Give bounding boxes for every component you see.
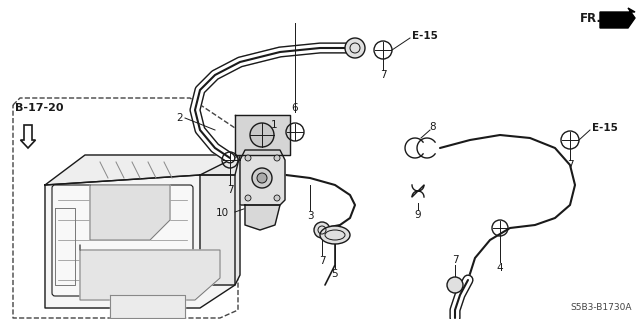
Circle shape <box>257 173 267 183</box>
Text: 9: 9 <box>415 210 421 220</box>
Polygon shape <box>235 115 290 155</box>
Text: 6: 6 <box>292 103 298 113</box>
Polygon shape <box>110 295 185 318</box>
Text: FR.: FR. <box>580 11 602 25</box>
Polygon shape <box>200 155 240 285</box>
Circle shape <box>447 277 463 293</box>
Circle shape <box>250 123 274 147</box>
Text: 1: 1 <box>271 120 277 130</box>
Polygon shape <box>45 155 240 185</box>
Polygon shape <box>90 185 170 240</box>
Text: 7: 7 <box>319 256 325 266</box>
FancyBboxPatch shape <box>52 185 193 296</box>
Text: 7: 7 <box>380 70 387 80</box>
Text: 3: 3 <box>307 211 314 221</box>
Text: 7: 7 <box>452 255 458 265</box>
Polygon shape <box>80 245 220 300</box>
Text: 2: 2 <box>177 113 183 123</box>
Circle shape <box>274 195 280 201</box>
Text: 7: 7 <box>227 185 234 195</box>
Text: B-17-20: B-17-20 <box>15 103 63 113</box>
Circle shape <box>345 38 365 58</box>
Text: 10: 10 <box>216 208 228 218</box>
Circle shape <box>245 195 251 201</box>
Circle shape <box>245 155 251 161</box>
Polygon shape <box>600 8 635 28</box>
Polygon shape <box>45 175 235 308</box>
Polygon shape <box>240 150 285 205</box>
Text: 4: 4 <box>497 263 503 273</box>
Circle shape <box>252 168 272 188</box>
Circle shape <box>274 155 280 161</box>
Text: E-15: E-15 <box>592 123 618 133</box>
Polygon shape <box>245 205 280 230</box>
Text: E-15: E-15 <box>412 31 438 41</box>
Text: S5B3-B1730A: S5B3-B1730A <box>570 303 632 313</box>
Text: 7: 7 <box>566 160 573 170</box>
Text: 5: 5 <box>332 269 339 279</box>
Ellipse shape <box>320 226 350 244</box>
Circle shape <box>314 222 330 238</box>
Text: 8: 8 <box>429 122 436 132</box>
